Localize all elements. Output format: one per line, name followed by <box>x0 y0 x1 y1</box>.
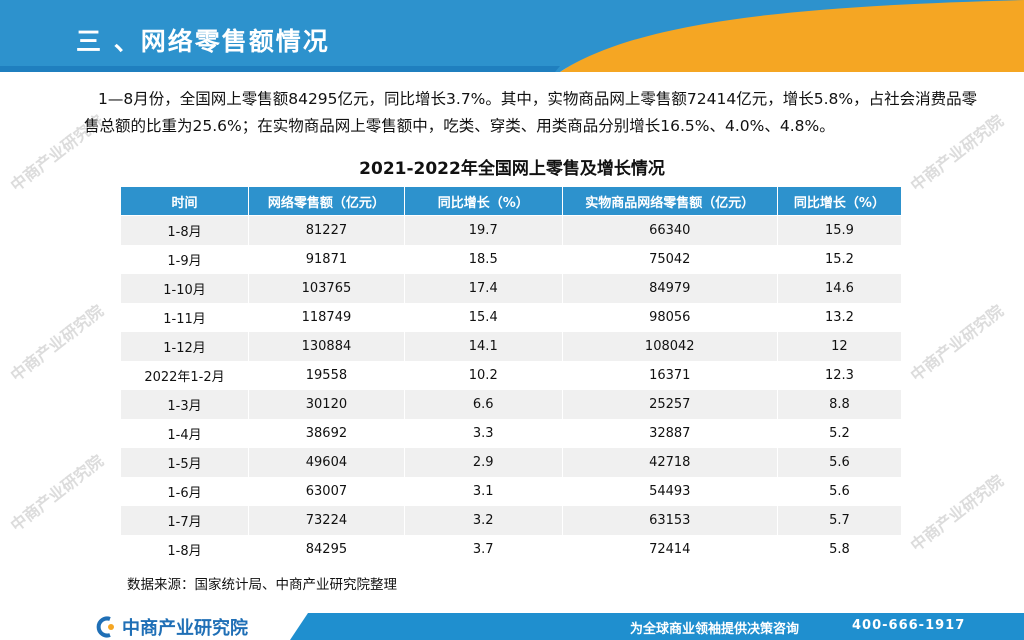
cell-physical-retail: 66340 <box>561 215 778 245</box>
footer-bar <box>290 613 1024 640</box>
table-row: 1-4月 38692 3.3 32887 5.2 <box>120 419 903 448</box>
cell-online-growth: 3.1 <box>403 477 563 506</box>
company-logo: 中商产业研究院 <box>96 614 248 640</box>
cell-online-growth: 6.6 <box>403 390 563 419</box>
cell-time: 1-6月 <box>120 477 249 506</box>
cell-online-growth: 10.2 <box>403 361 563 390</box>
watermark: 中商产业研究院 <box>906 471 1007 556</box>
table-row: 1-9月 91871 18.5 75042 15.2 <box>120 245 903 274</box>
cell-physical-growth: 14.6 <box>776 274 903 303</box>
cell-online-growth: 2.9 <box>403 448 563 477</box>
cell-physical-growth: 8.8 <box>776 390 903 419</box>
cell-physical-growth: 5.8 <box>776 535 903 564</box>
cell-time: 1-8月 <box>120 535 249 564</box>
cell-physical-growth: 13.2 <box>776 303 903 332</box>
column-header: 同比增长（%） <box>403 186 563 216</box>
cell-physical-growth: 15.2 <box>776 245 903 274</box>
cell-physical-retail: 84979 <box>561 274 778 303</box>
cell-physical-retail: 54493 <box>561 477 778 506</box>
cell-time: 1-5月 <box>120 448 249 477</box>
column-header: 同比增长（%） <box>776 186 903 216</box>
cell-time: 2022年1-2月 <box>120 361 249 390</box>
cell-online-growth: 19.7 <box>403 215 563 245</box>
cell-online-growth: 15.4 <box>403 303 563 332</box>
cell-physical-growth: 12 <box>776 332 903 361</box>
cell-physical-growth: 15.9 <box>776 215 903 245</box>
table-row: 1-8月 81227 19.7 66340 15.9 <box>120 215 903 245</box>
intro-paragraph: 1—8月份，全国网上零售额84295亿元，同比增长3.7%。其中，实物商品网上零… <box>84 86 984 140</box>
intro-text: 1—8月份，全国网上零售额84295亿元，同比增长3.7%。其中，实物商品网上零… <box>84 90 978 135</box>
cell-online-retail: 130884 <box>248 332 405 361</box>
cell-time: 1-4月 <box>120 419 249 448</box>
cell-physical-growth: 5.7 <box>776 506 903 535</box>
logo-icon <box>96 616 114 638</box>
page-header: 三 、网络零售额情况 <box>0 0 1024 72</box>
footer-slogan: 为全球商业领袖提供决策咨询 <box>630 622 800 637</box>
logo-text: 中商产业研究院 <box>122 618 248 639</box>
page-title: 三 、网络零售额情况 <box>76 27 330 56</box>
cell-online-retail: 103765 <box>248 274 405 303</box>
cell-online-retail: 73224 <box>248 506 405 535</box>
table-row: 1-8月 84295 3.7 72414 5.8 <box>120 535 903 564</box>
cell-physical-growth: 5.6 <box>776 448 903 477</box>
cell-physical-retail: 25257 <box>561 390 778 419</box>
cell-online-retail: 91871 <box>248 245 405 274</box>
table-title: 2021-2022年全国网上零售及增长情况 <box>359 159 665 179</box>
watermark: 中商产业研究院 <box>906 301 1007 386</box>
page-footer: 中商产业研究院 为全球商业领袖提供决策咨询 400-666-1917 <box>0 610 1024 640</box>
cell-physical-growth: 5.6 <box>776 477 903 506</box>
table-row: 1-10月 103765 17.4 84979 14.6 <box>120 274 903 303</box>
table-row: 1-3月 30120 6.6 25257 8.8 <box>120 390 903 419</box>
data-source-note: 数据来源：国家统计局、中商产业研究院整理 <box>127 577 397 593</box>
cell-online-growth: 3.3 <box>403 419 563 448</box>
cell-physical-retail: 108042 <box>561 332 778 361</box>
cell-online-growth: 14.1 <box>403 332 563 361</box>
footer-phone: 400-666-1917 <box>852 618 966 633</box>
cell-physical-retail: 75042 <box>561 245 778 274</box>
table-row: 1-11月 118749 15.4 98056 13.2 <box>120 303 903 332</box>
cell-physical-retail: 32887 <box>561 419 778 448</box>
table-row: 1-7月 73224 3.2 63153 5.7 <box>120 506 903 535</box>
cell-online-retail: 84295 <box>248 535 405 564</box>
cell-physical-retail: 98056 <box>561 303 778 332</box>
cell-online-retail: 63007 <box>248 477 405 506</box>
cell-physical-retail: 63153 <box>561 506 778 535</box>
watermark: 中商产业研究院 <box>6 301 107 386</box>
cell-time: 1-11月 <box>120 303 249 332</box>
cell-online-growth: 18.5 <box>403 245 563 274</box>
cell-time: 1-9月 <box>120 245 249 274</box>
cell-time: 1-8月 <box>120 215 249 245</box>
cell-online-retail: 38692 <box>248 419 405 448</box>
cell-online-growth: 17.4 <box>403 274 563 303</box>
cell-online-growth: 3.2 <box>403 506 563 535</box>
retail-data-table: 时间 网络零售额（亿元） 同比增长（%） 实物商品网络零售额（亿元） 同比增长（… <box>120 186 903 564</box>
header-banner-graphic <box>0 0 1024 72</box>
table-row: 2022年1-2月 19558 10.2 16371 12.3 <box>120 361 903 390</box>
cell-physical-growth: 12.3 <box>776 361 903 390</box>
cell-time: 1-12月 <box>120 332 249 361</box>
column-header: 网络零售额（亿元） <box>248 186 405 216</box>
cell-online-retail: 49604 <box>248 448 405 477</box>
cell-time: 1-3月 <box>120 390 249 419</box>
table-row: 1-12月 130884 14.1 108042 12 <box>120 332 903 361</box>
cell-physical-retail: 42718 <box>561 448 778 477</box>
table-row: 1-5月 49604 2.9 42718 5.6 <box>120 448 903 477</box>
column-header: 实物商品网络零售额（亿元） <box>561 186 778 216</box>
watermark: 中商产业研究院 <box>6 451 107 536</box>
cell-online-retail: 19558 <box>248 361 405 390</box>
cell-time: 1-10月 <box>120 274 249 303</box>
cell-physical-growth: 5.2 <box>776 419 903 448</box>
cell-physical-retail: 16371 <box>561 361 778 390</box>
cell-online-retail: 81227 <box>248 215 405 245</box>
table-header-row: 时间 网络零售额（亿元） 同比增长（%） 实物商品网络零售额（亿元） 同比增长（… <box>120 186 903 216</box>
table-body: 1-8月 81227 19.7 66340 15.9 1-9月 91871 18.5 75042… <box>120 215 903 564</box>
cell-online-retail: 30120 <box>248 390 405 419</box>
column-header: 时间 <box>120 186 249 216</box>
cell-physical-retail: 72414 <box>561 535 778 564</box>
table-row: 1-6月 63007 3.1 54493 5.6 <box>120 477 903 506</box>
cell-online-retail: 118749 <box>248 303 405 332</box>
cell-time: 1-7月 <box>120 506 249 535</box>
cell-online-growth: 3.7 <box>403 535 563 564</box>
